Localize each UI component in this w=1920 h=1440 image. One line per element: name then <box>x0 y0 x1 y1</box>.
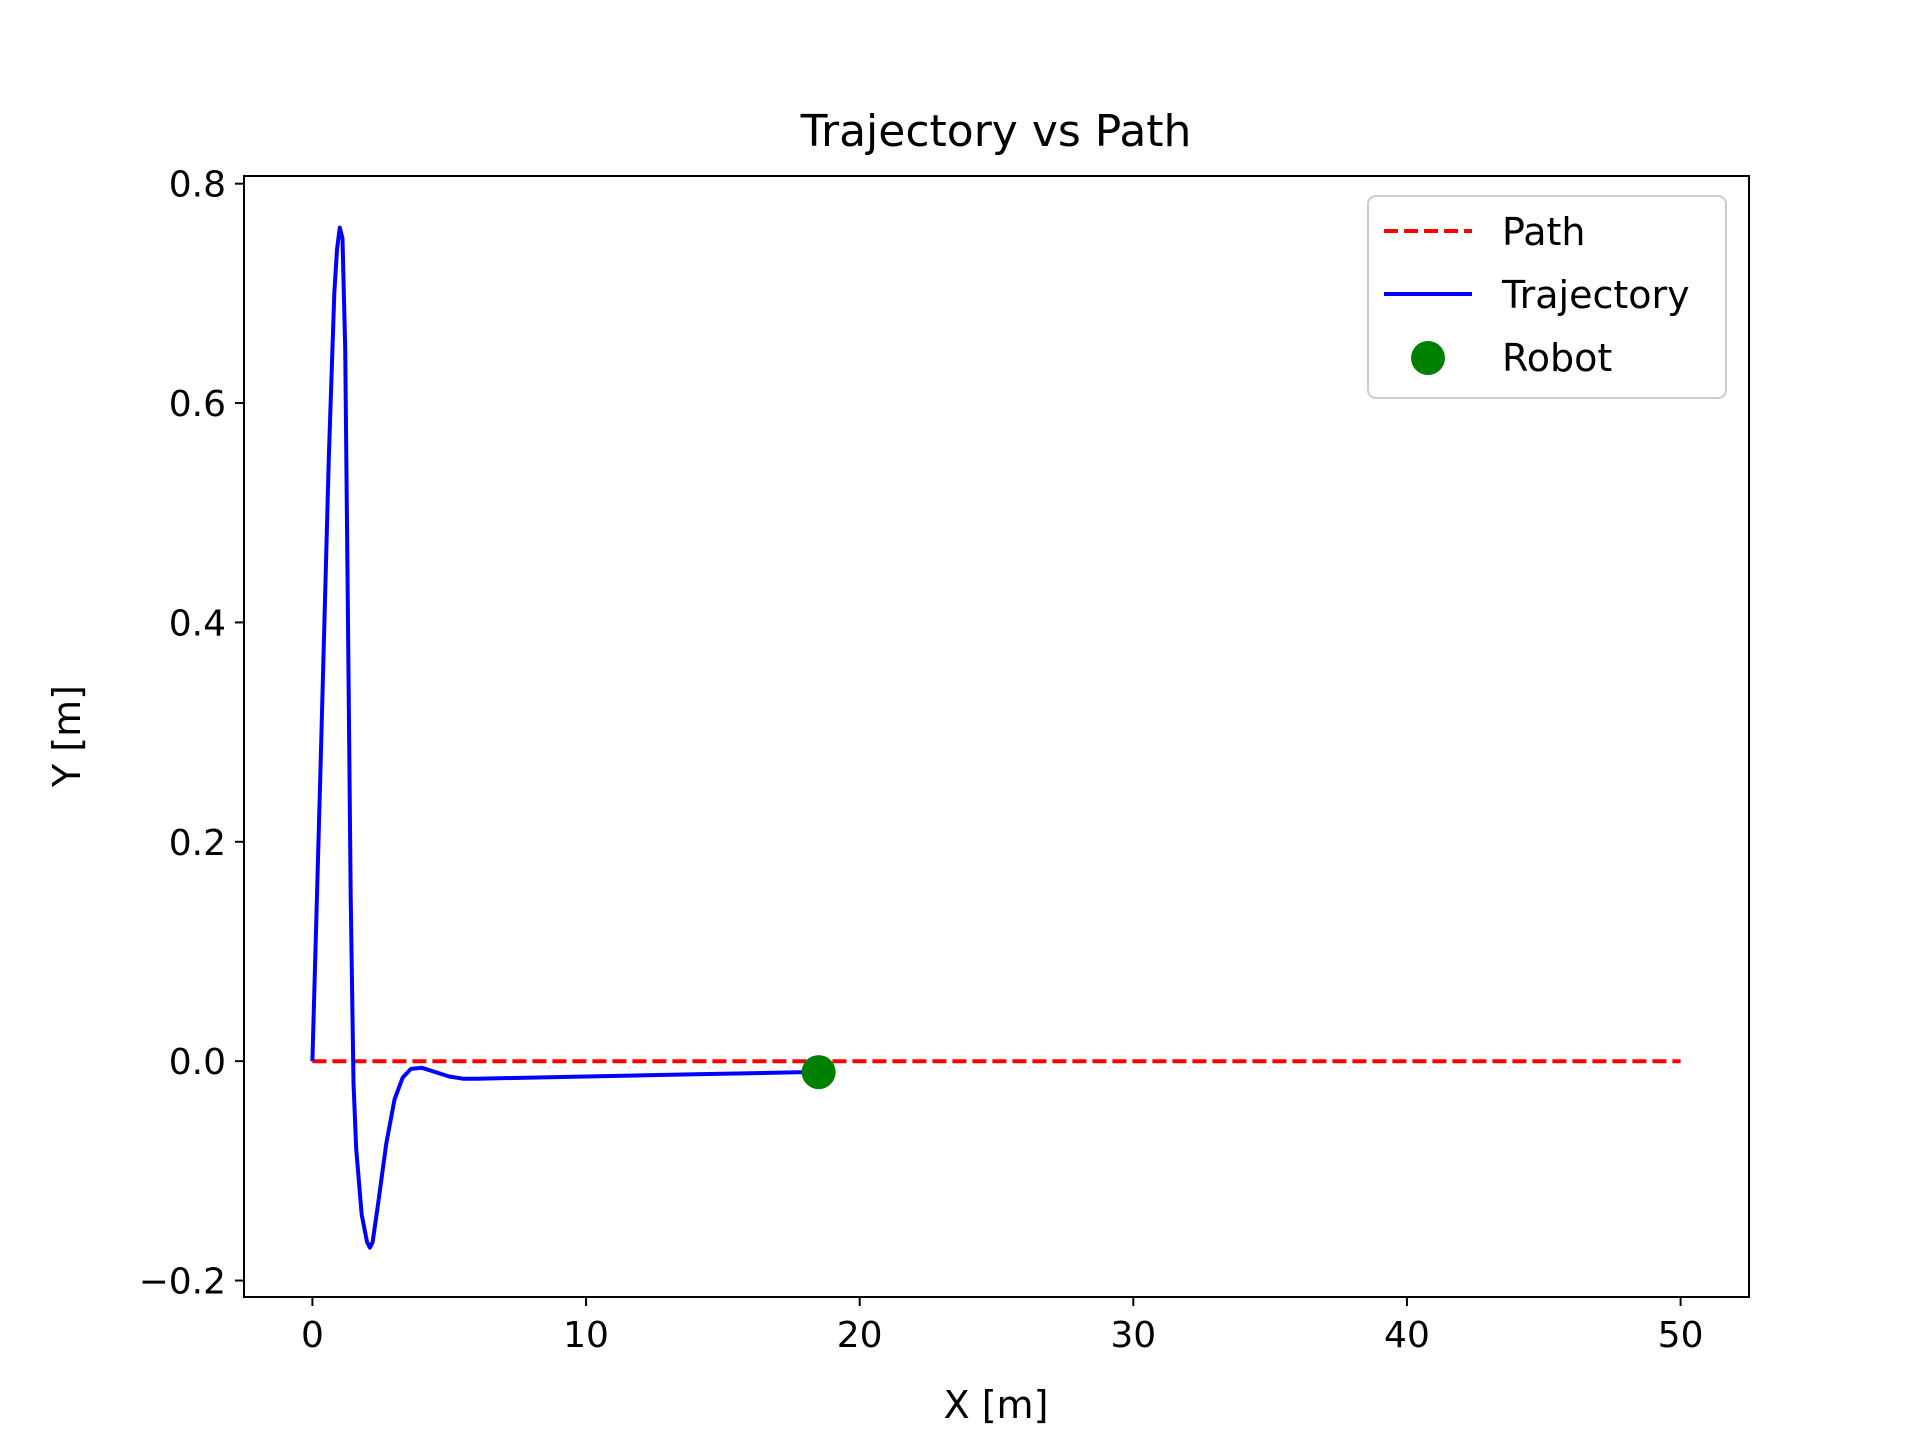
legend-label-robot: Robot <box>1502 336 1612 380</box>
y-tick-label: 0.2 <box>169 823 226 864</box>
legend-box <box>1367 195 1727 399</box>
x-tick-label: 40 <box>1384 1315 1430 1356</box>
y-tick-label: 0.4 <box>169 603 226 644</box>
x-tick-label: 0 <box>301 1315 324 1356</box>
y-tick-label: 0.6 <box>169 384 226 425</box>
trajectory-line <box>310 225 819 1250</box>
x-axis-label: X [m] <box>944 1383 1049 1427</box>
chart-title: Trajectory vs Path <box>800 106 1192 157</box>
robot-marker <box>801 1055 836 1090</box>
legend-label-trajectory: Trajectory <box>1501 273 1690 317</box>
legend-label-path: Path <box>1502 210 1585 254</box>
x-tick-label: 20 <box>837 1315 883 1356</box>
axes-frame <box>243 175 1750 1298</box>
legend: Path Trajectory Robot <box>1367 195 1727 399</box>
x-tick-label: 30 <box>1110 1315 1156 1356</box>
axis-ticks: 0 10 20 30 40 50 −0.2 0.0 0.2 0.4 0.6 0.8 <box>139 165 1704 1356</box>
x-tick-label: 50 <box>1658 1315 1704 1356</box>
y-tick-label: 0.0 <box>169 1042 226 1083</box>
y-tick-label: −0.2 <box>139 1262 226 1303</box>
legend-robot-swatch <box>1411 341 1445 375</box>
y-tick-label: 0.8 <box>169 165 226 206</box>
y-axis-label: Y [m] <box>45 685 89 788</box>
x-tick-label: 10 <box>563 1315 609 1356</box>
plot-area <box>310 225 1681 1250</box>
